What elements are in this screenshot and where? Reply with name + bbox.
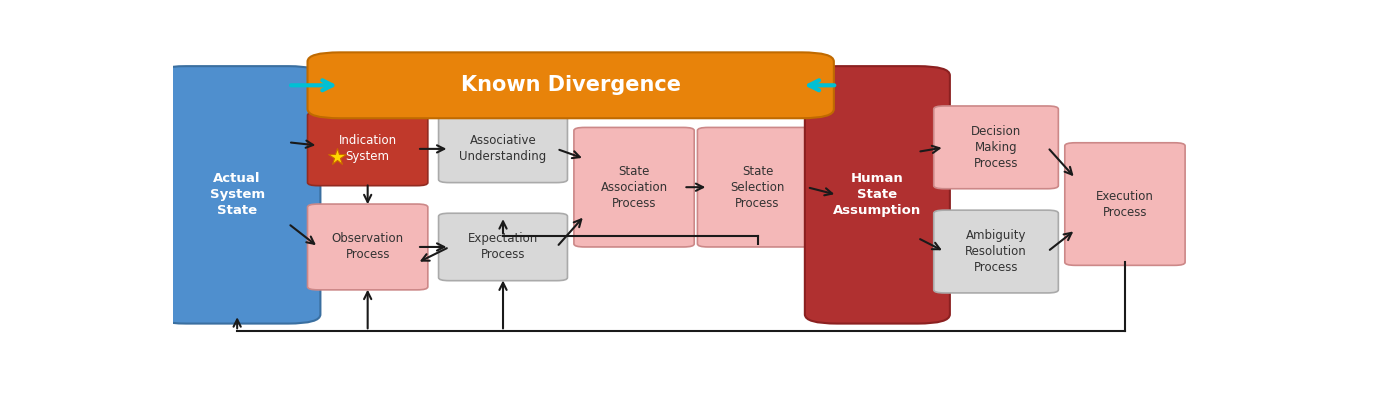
Text: Associative
Understanding: Associative Understanding — [459, 135, 546, 164]
Text: Decision
Making
Process: Decision Making Process — [972, 125, 1021, 170]
FancyBboxPatch shape — [438, 213, 567, 281]
FancyBboxPatch shape — [438, 115, 567, 183]
Text: Ambiguity
Resolution
Process: Ambiguity Resolution Process — [965, 229, 1027, 274]
FancyBboxPatch shape — [308, 112, 428, 185]
FancyBboxPatch shape — [1064, 143, 1185, 265]
Text: Known Divergence: Known Divergence — [460, 75, 681, 95]
FancyBboxPatch shape — [934, 106, 1059, 189]
FancyBboxPatch shape — [308, 53, 834, 118]
FancyBboxPatch shape — [934, 210, 1059, 293]
FancyBboxPatch shape — [574, 127, 694, 247]
Text: State
Association
Process: State Association Process — [600, 165, 668, 210]
Text: State
Selection
Process: State Selection Process — [730, 165, 784, 210]
Text: Observation
Process: Observation Process — [331, 232, 403, 261]
Text: Human
State
Assumption: Human State Assumption — [833, 172, 922, 217]
FancyBboxPatch shape — [697, 127, 818, 247]
FancyBboxPatch shape — [154, 66, 320, 324]
FancyBboxPatch shape — [805, 66, 949, 324]
FancyBboxPatch shape — [308, 204, 428, 290]
Text: Expectation
Process: Expectation Process — [468, 232, 538, 261]
Text: Actual
System
State: Actual System State — [209, 172, 265, 217]
Text: Indication
System: Indication System — [338, 135, 396, 164]
Text: Execution
Process: Execution Process — [1096, 189, 1155, 219]
